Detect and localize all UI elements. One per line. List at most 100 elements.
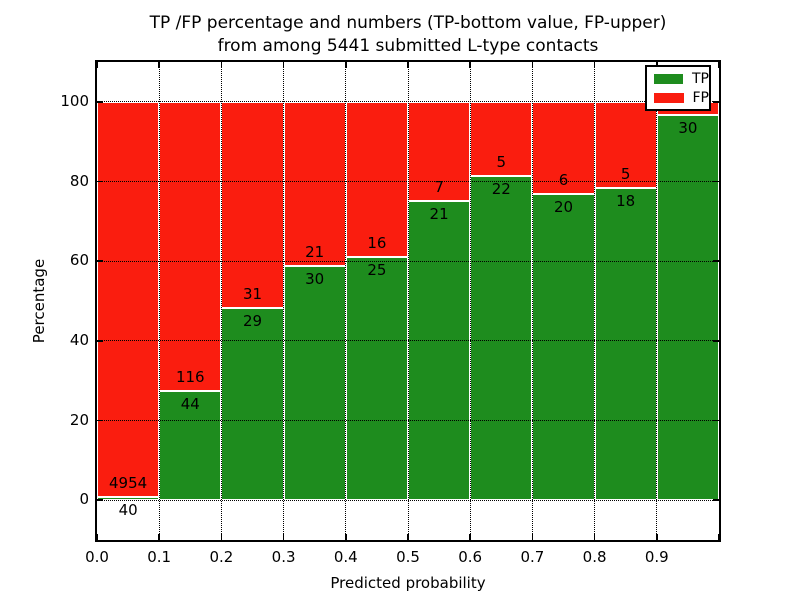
- fp-bar-segment: [408, 101, 471, 202]
- x-tick-mark-top: [158, 62, 160, 68]
- y-tick-mark-left: [97, 101, 103, 103]
- y-tick-mark-right: [713, 101, 719, 103]
- x-tick-label: 0.6: [458, 548, 483, 566]
- y-tick-mark-left: [97, 419, 103, 422]
- tp-count-label: 22: [491, 179, 511, 198]
- fp-count-label: 5: [620, 165, 631, 184]
- vertical-gridline: [345, 62, 347, 540]
- legend-row-tp: TP: [654, 72, 709, 86]
- fp-count-label: 5: [496, 152, 507, 171]
- fp-legend-label: FP: [692, 89, 710, 106]
- x-tick-mark-top: [407, 62, 409, 68]
- fp-bar-segment: [594, 101, 657, 189]
- x-tick-label: 0.7: [520, 548, 545, 566]
- x-tick-mark-bottom: [220, 534, 223, 540]
- y-tick-mark-left: [97, 180, 103, 183]
- x-tick-mark-top: [718, 62, 720, 68]
- x-tick-label: 0.2: [209, 548, 234, 566]
- x-tick-mark-top: [282, 62, 285, 68]
- vertical-gridline: [407, 62, 409, 540]
- fp-count-label: 21: [305, 242, 325, 261]
- horizontal-gridline: [97, 101, 719, 103]
- legend: TP FP: [645, 65, 711, 111]
- horizontal-gridline: [97, 260, 719, 262]
- legend-row-fp: FP: [654, 91, 709, 105]
- horizontal-gridline: [97, 420, 719, 421]
- vertical-gridline: [656, 62, 658, 540]
- fp-count-label: 4954: [109, 473, 148, 492]
- y-tick-mark-left: [97, 340, 103, 342]
- x-tick-label: 0.3: [271, 548, 296, 566]
- fp-legend-swatch: [654, 92, 684, 103]
- x-tick-mark-bottom: [158, 534, 160, 540]
- tp-bar-segment: [470, 175, 533, 501]
- x-tick-mark-bottom: [593, 534, 596, 540]
- plot-area: TP /FP percentage and numbers (TP-bottom…: [30, 13, 721, 592]
- horizontal-gridline: [97, 181, 719, 182]
- x-tick-label: 0.8: [582, 548, 607, 566]
- fp-count-label: 31: [242, 284, 263, 303]
- x-tick-mark-bottom: [656, 534, 658, 540]
- tp-count-label: 30: [678, 118, 698, 137]
- tp-count-label: 18: [616, 192, 636, 211]
- x-tick-mark-top: [593, 62, 596, 68]
- chart-title-line1: TP /FP percentage and numbers (TP-bottom…: [149, 13, 667, 33]
- y-tick-label: 40: [69, 330, 89, 349]
- fp-bar-segment: [159, 101, 222, 391]
- y-tick-mark-right: [713, 419, 719, 422]
- tp-bar-segment: [221, 307, 284, 501]
- fp-count-label: 6: [558, 170, 569, 189]
- x-tick-mark-top: [96, 62, 98, 68]
- fp-count-label: 16: [367, 234, 387, 253]
- vertical-gridline: [469, 62, 471, 540]
- vertical-gridline: [531, 62, 533, 540]
- x-tick-mark-top: [345, 62, 347, 68]
- horizontal-gridline: [97, 499, 719, 501]
- y-tick-mark-right: [713, 260, 719, 262]
- vertical-gridline: [283, 62, 285, 540]
- x-axis-label: Predicted probability: [330, 574, 486, 592]
- tp-bar-segment: [594, 188, 657, 501]
- tp-bar-segment: [408, 201, 471, 501]
- fp-bar-segment: [283, 101, 346, 266]
- x-tick-label: 0.0: [85, 548, 109, 566]
- tp-count-label: 29: [242, 311, 263, 330]
- y-tick-label: 80: [69, 171, 89, 190]
- x-tick-label: 0.4: [333, 548, 358, 566]
- fp-bar-segment: [532, 101, 595, 194]
- chart-title-line2: from among 5441 submitted L-type contact…: [217, 36, 599, 56]
- horizontal-gridline: [97, 340, 719, 342]
- x-tick-mark-top: [531, 62, 534, 68]
- tp-count-label: 44: [180, 394, 200, 413]
- y-tick-label: 0: [79, 490, 89, 509]
- x-tick-mark-bottom: [718, 534, 720, 540]
- x-tick-label: 0.5: [396, 548, 420, 566]
- y-tick-label: 100: [60, 91, 89, 110]
- fp-count-label: 116: [175, 367, 205, 386]
- y-axis-label: Percentage: [30, 258, 48, 344]
- y-tick-mark-left: [97, 499, 103, 501]
- vertical-gridline: [594, 62, 596, 540]
- x-tick-mark-bottom: [407, 534, 409, 540]
- y-tick-mark-right: [713, 499, 719, 501]
- y-tick-label: 20: [69, 410, 89, 429]
- tp-bar-segment: [656, 114, 719, 501]
- tp-bar-segment: [532, 193, 595, 501]
- fp-bar-segment: [470, 101, 533, 176]
- x-tick-mark-bottom: [345, 534, 347, 540]
- tp-count-label: 25: [367, 261, 387, 280]
- y-tick-mark-right: [713, 180, 719, 183]
- vertical-gridline: [220, 62, 222, 540]
- tp-count-label: 30: [305, 269, 325, 288]
- y-tick-mark-left: [97, 260, 103, 262]
- x-tick-mark-bottom: [282, 534, 285, 540]
- x-tick-mark-bottom: [469, 534, 471, 540]
- y-tick-mark-right: [713, 340, 719, 342]
- x-tick-label: 0.1: [147, 548, 172, 566]
- x-tick-mark-bottom: [96, 534, 98, 540]
- vertical-gridline: [158, 62, 160, 540]
- tp-legend-label: TP: [692, 70, 709, 87]
- tp-count-label: 21: [429, 205, 449, 224]
- tp-bar-segment: [345, 257, 408, 501]
